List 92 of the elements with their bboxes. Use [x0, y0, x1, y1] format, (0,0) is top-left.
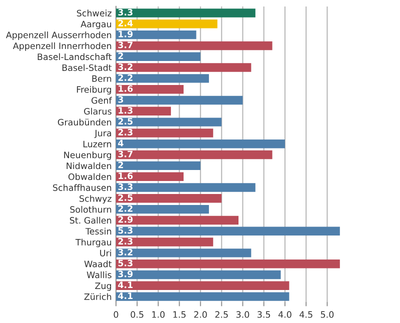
data-label: 3.2 [118, 63, 132, 70]
bar [116, 20, 218, 28]
x-tick-label: 2.0 [194, 311, 207, 318]
y-tick-label: Zug [95, 282, 112, 291]
bar [116, 96, 243, 105]
y-tick-label: Luzern [83, 140, 112, 148]
bar [116, 194, 222, 203]
x-tick-label: 1.0 [152, 311, 165, 318]
bar [116, 106, 171, 116]
data-label: 2 [118, 52, 124, 60]
data-label: 4 [118, 140, 124, 146]
y-tick-label: Nidwalden [66, 162, 112, 170]
bar [116, 41, 272, 50]
data-label: 2.9 [118, 216, 133, 223]
y-tick-label: Schwyz [80, 195, 112, 204]
y-tick-label: Zürich [84, 293, 112, 300]
bar [116, 183, 256, 192]
bar [116, 259, 340, 268]
bar [116, 128, 214, 138]
bar [116, 118, 222, 126]
bar [116, 172, 184, 181]
y-tick-label: Schaffhausen [53, 184, 112, 191]
y-tick-label: St. Gallen [70, 216, 112, 224]
bar [116, 63, 252, 72]
data-label: 3.7 [118, 42, 132, 48]
y-tick-label: Waadt [84, 260, 112, 268]
y-tick-label: Obwalden [68, 173, 112, 180]
x-tick-label: 2.5 [215, 311, 228, 318]
bar [116, 84, 184, 94]
bar [116, 52, 200, 61]
y-tick-label: Basel-Stadt [62, 64, 112, 71]
data-label: 1.3 [118, 107, 132, 114]
bar [116, 161, 200, 170]
bar [116, 216, 239, 225]
data-label: 3.3 [118, 183, 132, 190]
x-tick-label: 5.0 [320, 311, 334, 318]
data-label: 2.3 [118, 128, 132, 136]
data-label: 5.3 [118, 260, 132, 266]
y-tick-label: Freiburg [76, 86, 112, 94]
bar [116, 270, 281, 280]
data-label: 2.2 [118, 205, 132, 212]
bar [116, 226, 340, 236]
data-label: 2.5 [118, 194, 133, 201]
y-tick-label: Aargau [80, 20, 112, 30]
bar [116, 74, 209, 83]
bar [116, 248, 252, 258]
data-label: 2.2 [118, 74, 132, 81]
data-label: 1.9 [118, 30, 133, 38]
y-tick-label: Schweiz [76, 10, 112, 16]
data-label: 3.3 [118, 8, 132, 16]
y-tick-label: Graubünden [58, 118, 112, 126]
y-tick-label: Thurgau [75, 238, 112, 248]
bar [116, 140, 285, 148]
data-label: 2 [118, 162, 124, 168]
data-label: 2.5 [118, 118, 133, 125]
x-tick-label: 0.5 [130, 311, 144, 318]
bar [116, 8, 256, 18]
bar [116, 238, 214, 246]
data-label: 2.4 [118, 20, 133, 26]
y-tick-label: Glarus [84, 108, 112, 115]
data-label: 4.1 [118, 282, 133, 288]
y-tick-label: Solothurn [70, 206, 112, 213]
data-label: 3.9 [118, 270, 133, 278]
y-tick-label: Jura [94, 130, 112, 138]
data-label: 1.6 [118, 172, 133, 180]
y-tick-label: Bern [92, 75, 112, 82]
y-tick-label: Appenzell Innerrhoden [12, 42, 112, 51]
y-tick-label: Genf [92, 96, 112, 104]
data-label: 3.7 [118, 150, 132, 158]
bar [116, 281, 290, 290]
bar [116, 204, 209, 214]
x-tick-label: 4.0 [278, 311, 292, 318]
data-label: 3 [118, 96, 124, 103]
y-tick-label: Basel-Landschaft [38, 53, 112, 60]
y-tick-label: Tessin [85, 228, 112, 235]
y-tick-label: Appenzell Ausserrhoden [6, 31, 112, 40]
x-tick-label: 0 [114, 311, 118, 318]
data-label: 5.3 [118, 227, 132, 234]
data-label: 1.6 [118, 85, 133, 92]
x-tick-label: 4.5 [300, 311, 312, 318]
data-label: 4.1 [118, 292, 133, 299]
bar [116, 292, 290, 301]
x-tick-label: 3.5 [258, 311, 270, 318]
y-tick-label: Neuenburg [64, 151, 112, 160]
y-tick-label: Uri [100, 250, 112, 256]
data-label: 2.3 [118, 238, 132, 245]
x-tick-label: 3.0 [236, 311, 250, 318]
data-label: 3.2 [118, 248, 132, 256]
y-tick-label: Wallis [86, 271, 112, 278]
bar [116, 30, 196, 40]
x-tick-label: 1.5 [173, 311, 186, 318]
bar [116, 150, 272, 160]
